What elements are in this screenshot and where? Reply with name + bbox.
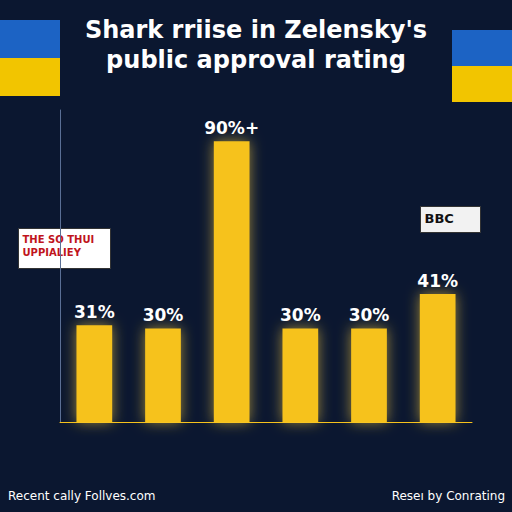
- svg-text:Recent cally Follves.com: Recent cally Follves.com: [8, 489, 156, 503]
- svg-text:90%+: 90%+: [204, 118, 259, 138]
- svg-text:UPPIALIEY: UPPIALIEY: [23, 247, 82, 258]
- svg-text:30%: 30%: [349, 305, 390, 325]
- svg-text:public approval rating: public approval rating: [106, 46, 406, 74]
- svg-text:30%: 30%: [143, 305, 184, 325]
- svg-text:BBC: BBC: [425, 211, 454, 226]
- svg-text:Reseı by Conrating: Reseı by Conrating: [392, 489, 505, 503]
- svg-text:Shark rriise in Zelensky's: Shark rriise in Zelensky's: [85, 16, 427, 44]
- svg-text:31%: 31%: [74, 302, 115, 322]
- svg-text:30%: 30%: [280, 305, 321, 325]
- svg-text:41%: 41%: [417, 271, 458, 291]
- svg-text:THE SO THUI: THE SO THUI: [22, 233, 98, 245]
